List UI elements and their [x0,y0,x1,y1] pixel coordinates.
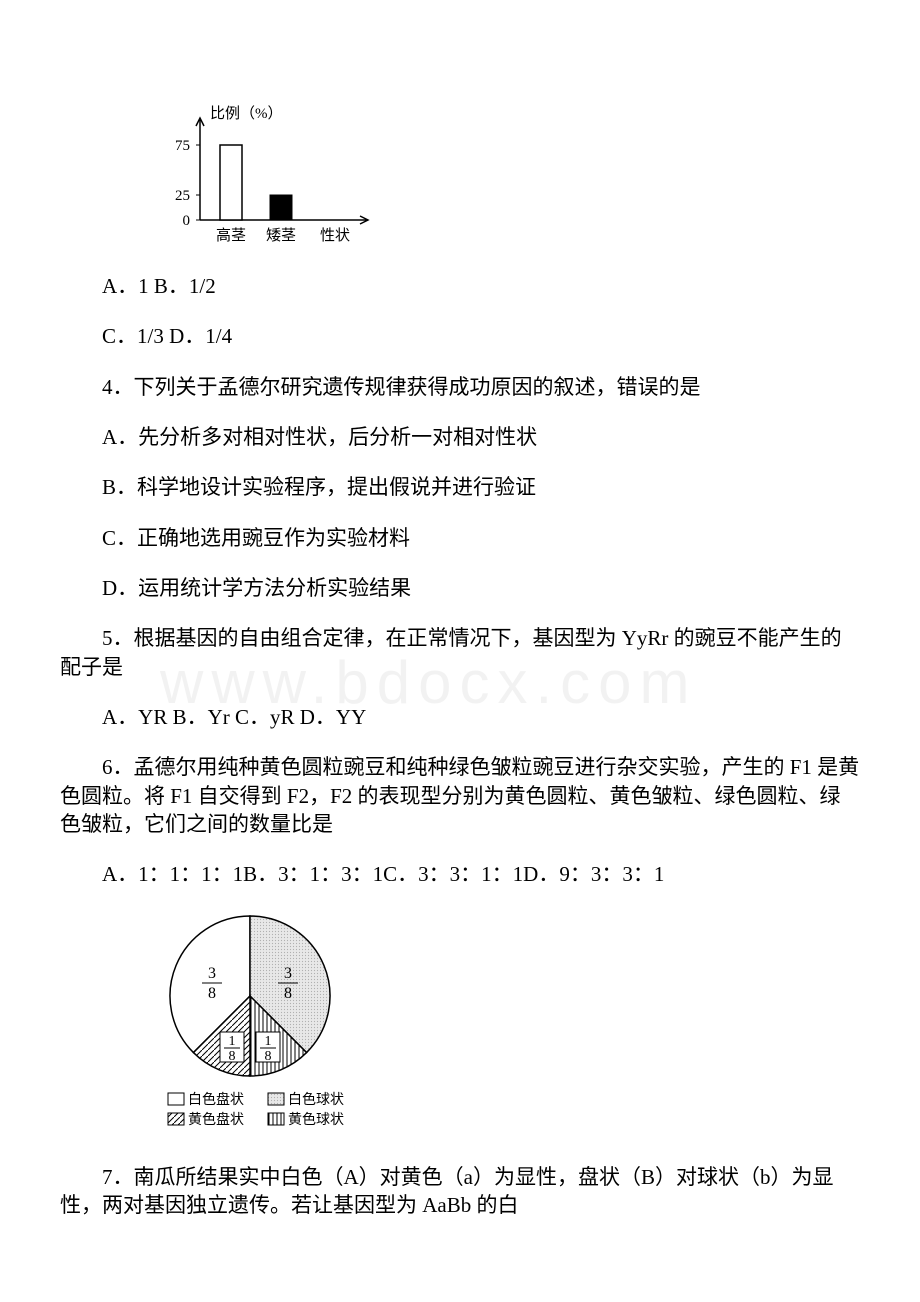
pie-chart-svg: 3 8 3 8 1 8 1 8 [150,911,370,1141]
legend-label-2: 黄色盘状 [188,1111,244,1128]
legend-swatch-yellow-pan [168,1113,184,1125]
bar-tall-stem [220,145,242,220]
svg-text:1: 1 [229,1034,236,1049]
svg-text:8: 8 [284,985,292,1002]
pie-label-br: 1 8 [256,1032,280,1064]
x-axis-label: 性状 [320,227,350,244]
legend-swatch-white-ball [268,1093,284,1105]
pie-group: 3 8 3 8 1 8 1 8 [170,916,330,1076]
q4-option-a: A．先分析多对相对性状，后分析一对相对性状 [60,423,860,451]
q5-stem-text: 5．根据基因的自由组合定律，在正常情况下，基因型为 YyRr 的豌豆不能产生的配… [60,626,842,678]
q4-stem: 4．下列关于孟德尔研究遗传规律获得成功原因的叙述，错误的是 [60,373,860,401]
ytick-label-0: 0 [183,213,191,229]
q3-options-line1: A．1 B．1/2 [60,272,860,300]
q7-stem-text: 7．南瓜所结果实中白色（A）对黄色（a）为显性，盘状（B）对球状（b）为显性，两… [60,1165,834,1217]
svg-text:8: 8 [229,1049,236,1064]
q3-options-line2: C．1/3 D．1/4 [60,322,860,350]
svg-text:1: 1 [265,1034,272,1049]
ytick-label-75: 75 [175,138,190,154]
bar-short-stem [270,195,292,220]
svg-text:8: 8 [208,985,216,1002]
x-cat-1: 矮茎 [266,227,296,244]
q7-stem: 7．南瓜所结果实中白色（A）对黄色（a）为显性，盘状（B）对球状（b）为显性，两… [60,1163,860,1220]
y-axis-label: 比例（%） [210,105,283,122]
pie-chart: 3 8 3 8 1 8 1 8 [150,911,370,1141]
q5-stem: 5．根据基因的自由组合定律，在正常情况下，基因型为 YyRr 的豌豆不能产生的配… [60,624,860,681]
q4-option-b: B．科学地设计实验程序，提出假说并进行验证 [60,473,860,501]
q4-stem-text: 4．下列关于孟德尔研究遗传规律获得成功原因的叙述，错误的是 [102,375,701,399]
svg-text:8: 8 [265,1049,272,1064]
q4-option-d: D．运用统计学方法分析实验结果 [60,574,860,602]
q6-options: A．1：1：1：1B．3：1：3：1C．3：3：1：1D．9：3：3：1 [60,860,860,888]
q6-stem-text: 6．孟德尔用纯种黄色圆粒豌豆和纯种绿色皱粒豌豆进行杂交实验，产生的 F1 是黄色… [60,755,859,836]
pie-label-bl: 1 8 [220,1032,244,1064]
bar-chart-svg: 比例（%） 0 25 75 高茎 矮茎 性状 [150,100,390,250]
svg-text:3: 3 [284,965,292,982]
svg-text:3: 3 [208,965,216,982]
q6-stem: 6．孟德尔用纯种黄色圆粒豌豆和纯种绿色皱粒豌豆进行杂交实验，产生的 F1 是黄色… [60,753,860,838]
q4-option-c: C．正确地选用豌豆作为实验材料 [60,524,860,552]
ytick-label-25: 25 [175,188,190,204]
legend-swatch-white-pan [168,1093,184,1105]
legend-label-0: 白色盘状 [188,1091,244,1108]
legend-swatch-yellow-ball [268,1113,284,1125]
q5-block: www.bdocx.com 5．根据基因的自由组合定律，在正常情况下，基因型为 … [60,624,860,681]
bar-chart: 比例（%） 0 25 75 高茎 矮茎 性状 [150,100,390,250]
pie-legend: 白色盘状 白色球状 黄色盘状 黄色球状 [168,1091,344,1128]
x-cat-0: 高茎 [216,227,246,244]
legend-label-3: 黄色球状 [288,1111,344,1128]
q5-options: A．YR B．Yr C．yR D．YY [60,703,860,731]
legend-label-1: 白色球状 [288,1091,344,1108]
